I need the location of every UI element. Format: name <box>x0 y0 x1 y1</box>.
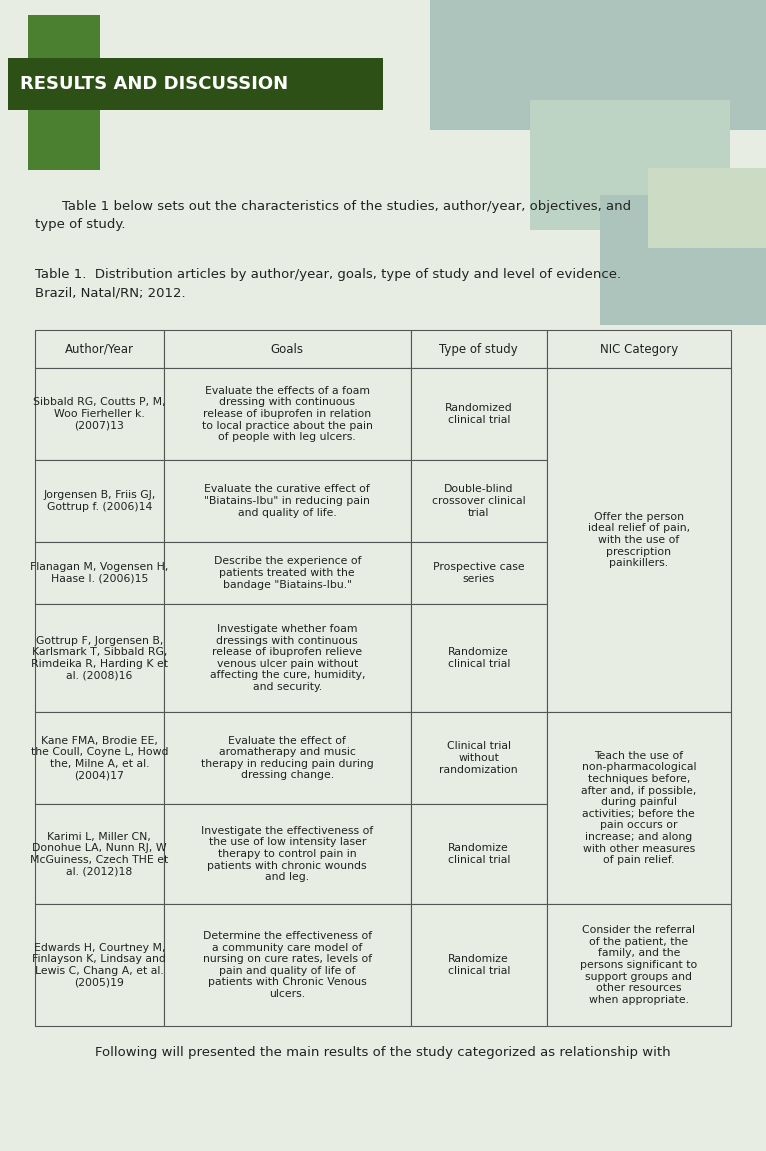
Text: Determine the effectiveness of
a community care model of
nursing on cure rates, : Determine the effectiveness of a communi… <box>203 931 372 999</box>
Bar <box>530 100 730 230</box>
Text: Investigate the effectiveness of
the use of low intensity laser
therapy to contr: Investigate the effectiveness of the use… <box>201 825 373 882</box>
Bar <box>411 805 547 904</box>
Bar <box>547 712 731 904</box>
Bar <box>411 542 547 604</box>
Bar <box>35 904 164 1026</box>
Bar <box>35 368 164 460</box>
Bar <box>411 330 547 368</box>
Text: Sibbald RG, Coutts P, M,
Woo Fierheller k.
(2007)13: Sibbald RG, Coutts P, M, Woo Fierheller … <box>33 397 165 430</box>
Bar <box>35 712 164 805</box>
Text: Flanagan M, Vogensen H,
Haase I. (2006)15: Flanagan M, Vogensen H, Haase I. (2006)1… <box>30 562 169 584</box>
Bar <box>547 904 731 1026</box>
Bar <box>35 330 164 368</box>
Text: Following will presented the main results of the study categorized as relationsh: Following will presented the main result… <box>95 1046 671 1059</box>
Text: Randomize
clinical trial: Randomize clinical trial <box>447 647 510 669</box>
Text: Teach the use of
non-pharmacological
techniques before,
after and, if possible,
: Teach the use of non-pharmacological tec… <box>581 750 696 866</box>
Bar <box>35 542 164 604</box>
Text: Evaluate the effect of
aromatherapy and music
therapy in reducing pain during
dr: Evaluate the effect of aromatherapy and … <box>201 735 374 780</box>
Bar <box>430 0 766 130</box>
Bar <box>411 712 547 805</box>
Text: Type of study: Type of study <box>440 343 518 356</box>
Text: Table 1.  Distribution articles by author/year, goals, type of study and level o: Table 1. Distribution articles by author… <box>35 268 621 281</box>
Text: Randomize
clinical trial: Randomize clinical trial <box>447 954 510 976</box>
Bar <box>164 330 411 368</box>
Text: Kane FMA, Brodie EE,
the Coull, Coyne L, Howd
the, Milne A, et al.
(2004)17: Kane FMA, Brodie EE, the Coull, Coyne L,… <box>31 735 168 780</box>
Text: Brazil, Natal/RN; 2012.: Brazil, Natal/RN; 2012. <box>35 285 185 299</box>
Text: Investigate whether foam
dressings with continuous
release of ibuprofen relieve
: Investigate whether foam dressings with … <box>210 624 365 692</box>
Text: Describe the experience of
patients treated with the
bandage "Biatains-Ibu.": Describe the experience of patients trea… <box>214 556 361 589</box>
Text: Edwards H, Courtney M,
Finlayson K, Lindsay and
Lewis C, Chang A, et al.
(2005)1: Edwards H, Courtney M, Finlayson K, Lind… <box>32 943 166 988</box>
Text: Randomize
clinical trial: Randomize clinical trial <box>447 844 510 864</box>
Bar <box>164 542 411 604</box>
Text: Clinical trial
without
randomization: Clinical trial without randomization <box>440 741 518 775</box>
Text: type of study.: type of study. <box>35 218 126 231</box>
Bar <box>411 368 547 460</box>
Text: Jorgensen B, Friis GJ,
Gottrup f. (2006)14: Jorgensen B, Friis GJ, Gottrup f. (2006)… <box>43 490 155 512</box>
Bar <box>28 15 100 170</box>
Bar <box>547 368 731 712</box>
Bar <box>648 168 766 247</box>
Text: RESULTS AND DISCUSSION: RESULTS AND DISCUSSION <box>20 75 288 93</box>
Text: Offer the person
ideal relief of pain,
with the use of
prescription
painkillers.: Offer the person ideal relief of pain, w… <box>588 512 690 569</box>
Text: NIC Category: NIC Category <box>600 343 678 356</box>
Bar <box>600 195 766 325</box>
Text: Karimi L, Miller CN,
Donohue LA, Nunn RJ, W
McGuiness, Czech THE et
al. (2012)18: Karimi L, Miller CN, Donohue LA, Nunn RJ… <box>30 832 169 876</box>
Text: Table 1 below sets out the characteristics of the studies, author/year, objectiv: Table 1 below sets out the characteristi… <box>62 200 631 213</box>
Bar <box>35 460 164 542</box>
Text: Evaluate the effects of a foam
dressing with continuous
release of ibuprofen in : Evaluate the effects of a foam dressing … <box>202 386 373 442</box>
Bar <box>35 604 164 712</box>
Bar <box>411 904 547 1026</box>
Text: Prospective case
series: Prospective case series <box>433 562 525 584</box>
Text: Randomized
clinical trial: Randomized clinical trial <box>445 403 512 425</box>
Bar <box>164 712 411 805</box>
Bar <box>164 805 411 904</box>
Bar <box>411 460 547 542</box>
Text: Gottrup F, Jorgensen B,
Karlsmark T, Sibbald RG,
Rimdeika R, Harding K et
al. (2: Gottrup F, Jorgensen B, Karlsmark T, Sib… <box>31 635 168 680</box>
Text: Consider the referral
of the patient, the
family, and the
persons significant to: Consider the referral of the patient, th… <box>580 925 697 1005</box>
Bar <box>164 904 411 1026</box>
Bar <box>411 604 547 712</box>
Bar <box>164 460 411 542</box>
Bar <box>8 58 383 110</box>
Text: Double-blind
crossover clinical
trial: Double-blind crossover clinical trial <box>432 485 525 518</box>
Bar <box>164 604 411 712</box>
Bar <box>547 330 731 368</box>
Text: Author/Year: Author/Year <box>65 343 134 356</box>
Bar <box>35 805 164 904</box>
Bar <box>164 368 411 460</box>
Text: Goals: Goals <box>271 343 304 356</box>
Text: Evaluate the curative effect of
"Biatains-Ibu" in reducing pain
and quality of l: Evaluate the curative effect of "Biatain… <box>205 485 370 518</box>
